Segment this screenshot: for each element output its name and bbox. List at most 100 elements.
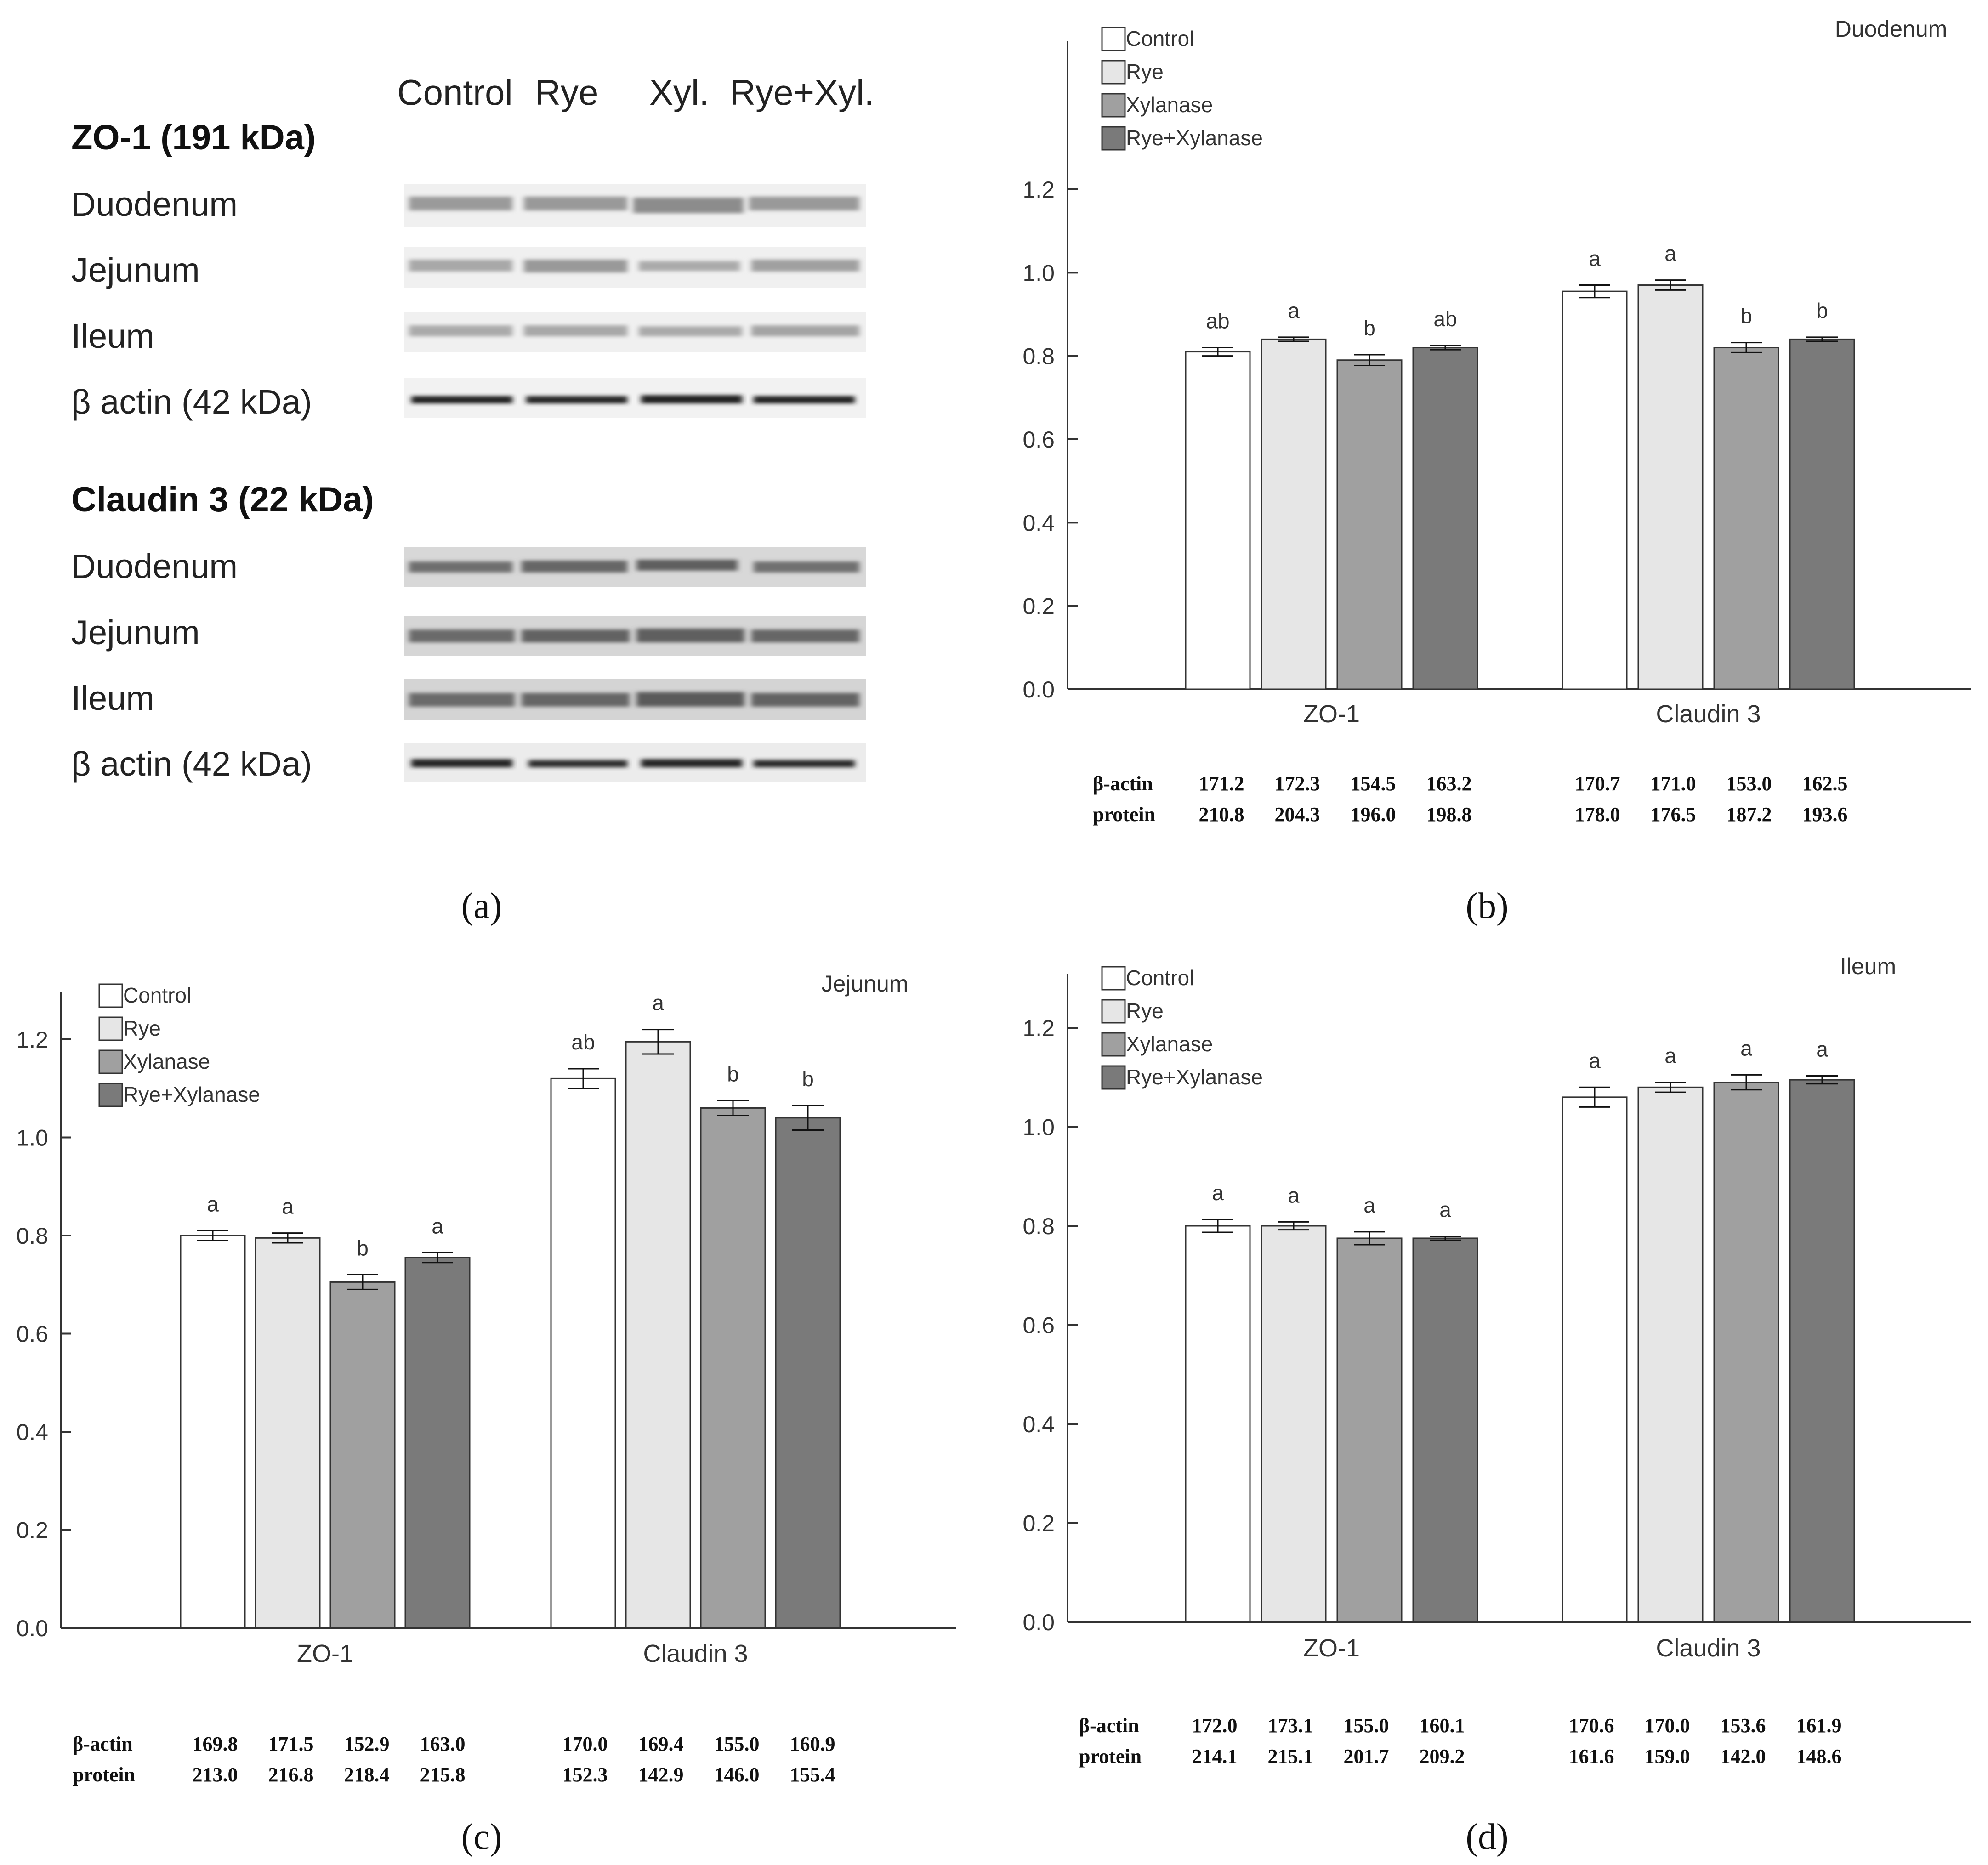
table-cell: 193.6: [1802, 803, 1848, 826]
bar: [1412, 347, 1478, 690]
table-cell: 198.8: [1426, 803, 1472, 826]
x-category-label: Claudin 3: [643, 1640, 748, 1667]
chart-duodenum: 0.0 0.2 0.4 0.6 0.8 1.0 1.2 Duodenum Control Rye X…: [1022, 16, 1971, 826]
table-cell: 155.0: [1344, 1714, 1389, 1737]
western-blot-panel: Control Rye Xyl. Rye+Xyl. ZO-1 (191 kDa)…: [71, 72, 874, 926]
table-row-label: β-actin: [1079, 1714, 1139, 1737]
lane-header-xyl: Xyl.: [649, 72, 709, 113]
table-cell: 153.0: [1727, 772, 1772, 795]
x-category-label: ZO-1: [297, 1640, 353, 1667]
y-tick-label: 1.0: [16, 1125, 48, 1151]
significance-letter: b: [357, 1236, 369, 1260]
bar: [1185, 351, 1251, 690]
significance-letter: b: [802, 1067, 814, 1091]
table-cell: 172.3: [1275, 772, 1320, 795]
y-tick-label: 0.8: [1022, 1213, 1055, 1239]
significance-letter: a: [1439, 1198, 1451, 1222]
chart-title: Ileum: [1840, 953, 1896, 979]
bar: [329, 1281, 396, 1629]
significance-letter: a: [1664, 1044, 1676, 1068]
table-cell: 142.0: [1721, 1745, 1766, 1768]
y-tick-label: 1.2: [1022, 177, 1055, 203]
y-tick-label: 0.8: [1022, 344, 1055, 369]
legend-label: Xylanase: [1126, 93, 1213, 117]
table-row-label: protein: [1079, 1745, 1142, 1768]
bar: [775, 1117, 841, 1629]
significance-letter: b: [727, 1062, 739, 1086]
legend-swatch: [98, 983, 123, 1008]
table-cell: 213.0: [193, 1763, 238, 1786]
bar: [180, 1235, 246, 1629]
legend-swatch: [98, 1049, 123, 1074]
table-cell: 216.8: [268, 1763, 314, 1786]
legend-swatch: [1101, 999, 1126, 1024]
y-tick-label: 0.0: [1022, 677, 1055, 703]
y-tick-label: 1.0: [1022, 260, 1055, 286]
x-category-label: ZO-1: [1303, 700, 1360, 728]
legend-label: Control: [1126, 966, 1194, 990]
blot-strip-claudin3-ileum: [404, 679, 866, 720]
significance-letter: b: [1740, 304, 1752, 328]
table-cell: 159.0: [1645, 1745, 1690, 1768]
chart-title: Duodenum: [1835, 16, 1948, 42]
legend-swatch: [98, 1016, 123, 1041]
table-cell: 170.6: [1569, 1714, 1614, 1737]
table-cell: 161.9: [1796, 1714, 1842, 1737]
bar: [1562, 1096, 1628, 1623]
table-cell: 201.7: [1344, 1745, 1389, 1768]
bar: [550, 1077, 616, 1629]
significance-letter: a: [432, 1214, 443, 1238]
table-row-label: protein: [73, 1763, 135, 1786]
significance-letter: a: [1212, 1181, 1224, 1205]
table-cell: 153.6: [1721, 1714, 1766, 1737]
table-cell: 169.4: [638, 1733, 684, 1755]
y-tick-label: 0.0: [16, 1616, 48, 1641]
bar: [1789, 338, 1855, 690]
row-label-claudin3-ileum: Ileum: [71, 679, 154, 717]
panel-label-a: (a): [461, 886, 502, 926]
row-label-zo1-ileum: Ileum: [71, 317, 154, 355]
significance-letter: a: [1816, 1037, 1828, 1061]
lane-header-rye-xyl: Rye+Xyl.: [730, 72, 874, 113]
significance-letter: a: [282, 1195, 294, 1219]
y-tick-label: 1.0: [1022, 1115, 1055, 1140]
legend-label: Control: [1126, 27, 1194, 51]
legend-label: Rye: [1126, 60, 1164, 84]
section-title-claudin3: Claudin 3 (22 kDa): [71, 480, 374, 519]
bar: [1261, 1225, 1327, 1623]
y-tick-label: 0.6: [16, 1321, 48, 1347]
table-cell: 170.0: [562, 1733, 608, 1755]
bar: [1261, 338, 1327, 690]
bar: [700, 1107, 766, 1629]
panel-label-c: (c): [461, 1817, 502, 1857]
significance-letter: a: [1589, 247, 1601, 271]
y-tick-label: 0.4: [16, 1419, 48, 1445]
blot-strip-claudin3-jejunum: [404, 616, 866, 656]
significance-letter: a: [1740, 1036, 1752, 1060]
legend-label: Rye: [1126, 999, 1164, 1023]
table-cell: 163.2: [1426, 772, 1472, 795]
legend-swatch: [1101, 966, 1126, 991]
table-cell: 173.1: [1268, 1714, 1313, 1737]
table-row-label: protein: [1093, 803, 1155, 826]
table-cell: 169.8: [193, 1733, 238, 1755]
x-category-label: ZO-1: [1303, 1634, 1360, 1662]
table-cell: 142.9: [638, 1763, 684, 1786]
legend-swatch: [1101, 1065, 1126, 1090]
legend-label: Xylanase: [1126, 1032, 1213, 1056]
lane-header-rye: Rye: [535, 72, 599, 113]
y-tick-label: 0.6: [1022, 1313, 1055, 1338]
chart-ileum: 0.0 0.2 0.4 0.6 0.8 1.0 1.2 Ileum Control Rye Xyla…: [1022, 953, 1971, 1768]
table-cell: 161.6: [1569, 1745, 1614, 1768]
bar: [1185, 1225, 1251, 1623]
table-cell: 152.9: [344, 1733, 390, 1755]
table-cell: 215.1: [1268, 1745, 1313, 1768]
table-cell: 155.4: [790, 1763, 835, 1786]
y-tick-label: 0.0: [1022, 1610, 1055, 1635]
y-tick-label: 1.2: [16, 1027, 48, 1053]
table-cell: 178.0: [1575, 803, 1620, 826]
table-cell: 155.0: [714, 1733, 760, 1755]
bar: [404, 1257, 471, 1629]
table-cell: 187.2: [1727, 803, 1772, 826]
